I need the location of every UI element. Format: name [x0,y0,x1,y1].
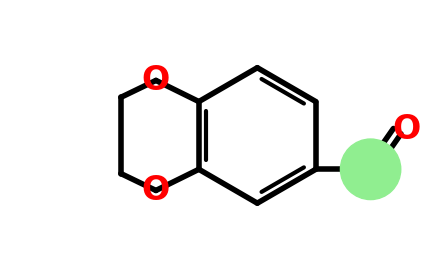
Circle shape [340,139,401,200]
Text: O: O [142,64,170,97]
Text: O: O [392,112,421,146]
Text: O: O [142,174,170,207]
